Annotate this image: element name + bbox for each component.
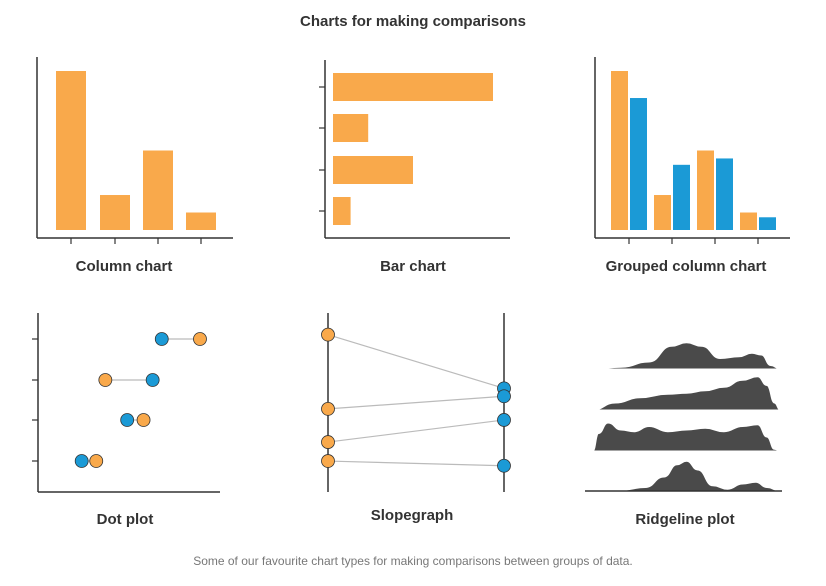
bar-chart-bar xyxy=(333,114,369,142)
dot-plot-dot-orange xyxy=(89,454,104,468)
slopegraph-line xyxy=(327,460,505,467)
grouped-chart-bar-blue xyxy=(716,158,733,230)
dot-plot-dot-orange xyxy=(98,373,113,387)
slopegraph-dot-right xyxy=(497,389,511,404)
column-chart-bar xyxy=(100,195,130,230)
ridgeline-ridge xyxy=(592,422,781,452)
slopegraph-label: Slopegraph xyxy=(370,507,454,524)
slopegraph-line xyxy=(327,334,505,389)
slopegraph-line xyxy=(327,395,505,410)
slopegraph-dot-left xyxy=(321,454,335,468)
bar-chart-bar xyxy=(333,197,351,225)
ridgeline-ridge xyxy=(592,342,781,370)
slopegraph-dot-left xyxy=(321,327,335,342)
column-chart-bar xyxy=(143,150,173,230)
ridgeline-ridge xyxy=(592,376,781,411)
slopegraph-dot-right xyxy=(497,458,511,473)
grouped-chart-bar-blue xyxy=(759,217,776,230)
slopegraph-dot-left xyxy=(321,401,335,416)
column-chart-bar xyxy=(56,71,86,230)
grouped-column-chart-label: Grouped column chart xyxy=(605,258,767,275)
figure-caption: Some of our favourite chart types for ma… xyxy=(193,554,633,568)
dot-plot-dot-blue xyxy=(74,454,89,468)
grouped-chart-bar-blue xyxy=(630,98,647,230)
grouped-chart-bar-orange xyxy=(654,195,671,230)
dot-plot-dot-orange xyxy=(136,413,151,427)
ridgeline-plot-label: Ridgeline plot xyxy=(635,511,735,528)
grouped-chart-bar-blue xyxy=(673,164,690,230)
grouped-chart-bar-orange xyxy=(697,150,714,230)
dot-plot-dot-blue xyxy=(154,332,169,346)
slopegraph-dot-right xyxy=(497,413,511,427)
ridgeline-ridge xyxy=(592,460,781,492)
grouped-chart-bar-orange xyxy=(611,71,628,230)
dot-plot-dot-blue xyxy=(120,413,135,427)
column-chart-bar xyxy=(186,212,216,230)
bar-chart-label: Bar chart xyxy=(380,258,446,275)
page-title: Charts for making comparisons xyxy=(300,13,526,30)
dot-plot-label: Dot plot xyxy=(96,511,154,528)
grouped-chart-bar-orange xyxy=(740,212,757,230)
column-chart-label: Column chart xyxy=(75,258,173,275)
dot-plot-dot-orange xyxy=(193,332,207,346)
bar-chart-bar xyxy=(333,73,493,101)
bar-chart-bar xyxy=(333,156,413,184)
slopegraph-line xyxy=(327,419,505,443)
slopegraph-dot-left xyxy=(321,435,335,449)
dot-plot-dot-blue xyxy=(145,373,160,387)
